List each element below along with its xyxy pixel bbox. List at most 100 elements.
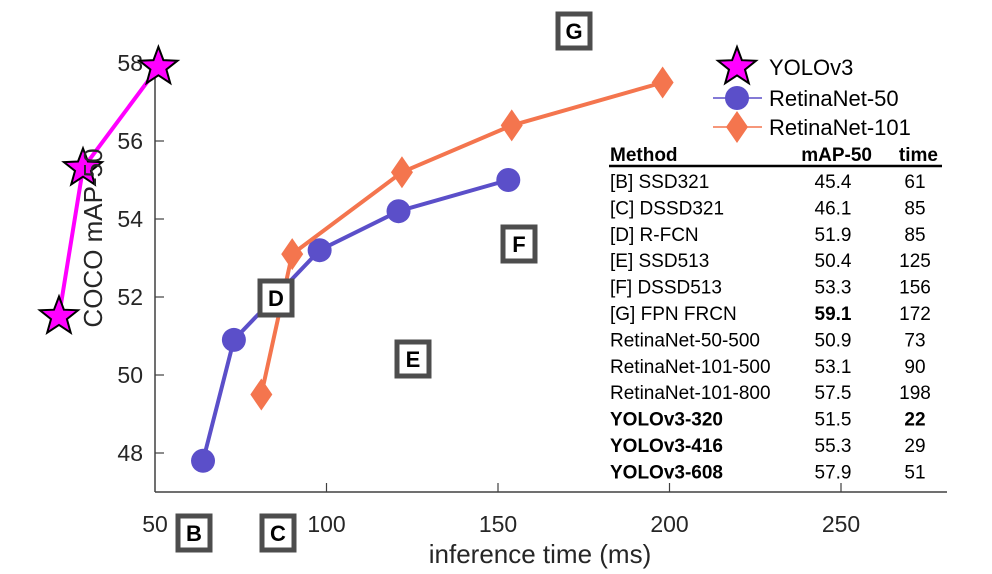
series-yolov3	[37, 44, 181, 336]
series-retinanet-50	[191, 168, 521, 473]
data-point-retinanet-101	[651, 66, 674, 99]
table-row: [C] DSSD321 46.1 85	[610, 198, 926, 219]
table-header-method: Method	[610, 145, 678, 166]
table-header-time: time	[899, 145, 938, 166]
table-row: [F] DSSD513 53.3 156	[610, 278, 931, 299]
data-point-retinanet-50	[307, 238, 332, 263]
table-row: YOLOv3-416 55.3 29	[610, 436, 926, 457]
table-cell-time: 73	[904, 330, 925, 351]
table-row: YOLOv3-608 57.9 51	[610, 462, 926, 483]
results-table: Method mAP-50 time [B] SSD321 45.4 61 [C] DSSD…	[609, 145, 942, 483]
annotation-box-label: F	[512, 232, 525, 257]
table-cell-time: 125	[899, 251, 931, 272]
y-tick-label: 48	[117, 440, 143, 466]
annotation-box-c: C	[259, 513, 297, 553]
table-cell-method: [B] SSD321	[610, 172, 709, 193]
table-cell-method: RetinaNet-101-500	[610, 357, 771, 378]
table-row: [E] SSD513 50.4 125	[610, 251, 931, 272]
annotation-box-label: D	[268, 286, 284, 311]
table-cell-time: 22	[904, 410, 925, 431]
table-cell-map: 46.1	[815, 198, 852, 219]
table-cell-map: 50.4	[815, 251, 852, 272]
table-cell-method: YOLOv3-608	[610, 462, 723, 483]
table-cell-map: 50.9	[815, 330, 852, 351]
legend-item-retinanet-101: RetinaNet-101	[713, 111, 911, 143]
x-tick-label: 150	[479, 511, 517, 537]
table-cell-map: 57.9	[815, 462, 852, 483]
annotation-box-label: B	[186, 521, 202, 546]
legend-label: RetinaNet-50	[769, 86, 899, 111]
table-row: [D] R-FCN 51.9 85	[610, 225, 926, 246]
table-cell-map: 51.9	[815, 225, 852, 246]
x-axis-title: inference time (ms)	[429, 539, 652, 569]
annotation-box-frame	[394, 339, 432, 379]
annotation-box-b: B	[175, 513, 213, 553]
table-cell-time: 51	[904, 462, 925, 483]
legend-marker-yolov3	[715, 44, 759, 86]
table-cell-map: 51.5	[815, 410, 852, 431]
series-line-retinanet-50	[201, 178, 509, 462]
y-tick-label: 54	[117, 206, 143, 232]
table-cell-map: 53.1	[815, 357, 852, 378]
table-cell-time: 172	[899, 304, 931, 325]
y-tick-label: 50	[117, 362, 143, 388]
table-row: RetinaNet-101-800 57.5 198	[610, 383, 931, 404]
legend-label: RetinaNet-101	[769, 115, 911, 140]
table-cell-time: 90	[904, 357, 925, 378]
annotation-box-label: E	[406, 347, 421, 372]
annotation-box-d: D	[257, 278, 295, 318]
table-header-map: mAP-50	[801, 145, 872, 166]
y-tick-label: 52	[117, 284, 143, 310]
table-cell-method: YOLOv3-416	[610, 436, 723, 457]
y-axis-title: COCO mAP-50	[78, 148, 108, 327]
table-cell-method: [D] R-FCN	[610, 225, 699, 246]
data-point-retinanet-50	[221, 327, 246, 352]
table-row: [B] SSD321 45.4 61	[610, 172, 926, 193]
table-cell-time: 29	[904, 436, 925, 457]
table-cell-method: [C] DSSD321	[610, 198, 724, 219]
data-point-retinanet-50	[386, 199, 411, 224]
y-tick-label: 56	[117, 128, 143, 154]
legend-marker-retinanet-50	[725, 86, 749, 110]
table-cell-time: 61	[904, 172, 925, 193]
y-tick-label: 58	[117, 50, 143, 76]
table-cell-time: 198	[899, 383, 931, 404]
table-cell-method: [F] DSSD513	[610, 278, 722, 299]
data-point-yolov3	[136, 44, 181, 86]
legend-item-retinanet-50: RetinaNet-50	[713, 86, 899, 111]
annotation-box-label: C	[270, 521, 286, 546]
x-tick-label: 200	[650, 511, 688, 537]
axes: 50 100 150 200 250 48 50 52 54 56 58	[117, 50, 947, 537]
table-cell-method: RetinaNet-101-800	[610, 383, 771, 404]
table-cell-map: 57.5	[815, 383, 852, 404]
annotation-box-frame	[175, 513, 213, 553]
table-cell-time: 85	[904, 225, 925, 246]
data-point-retinanet-101	[281, 238, 304, 271]
series-line-yolov3	[56, 65, 161, 317]
data-point-retinanet-101	[500, 109, 523, 142]
annotation-box-e: E	[394, 339, 432, 379]
table-cell-map: 55.3	[815, 436, 852, 457]
table-cell-method: RetinaNet-50-500	[610, 330, 760, 351]
data-point-retinanet-50	[496, 168, 521, 192]
table-row: RetinaNet-101-500 53.1 90	[610, 357, 926, 378]
table-cell-method: YOLOv3-320	[610, 410, 723, 431]
annotation-box-f: F	[500, 224, 538, 264]
annotation-box-g: G	[555, 11, 593, 51]
table-cell-method: [G] FPN FRCN	[610, 304, 737, 325]
data-point-retinanet-101	[390, 156, 413, 189]
table-cell-map: 45.4	[815, 172, 852, 193]
legend: YOLOv3 RetinaNet-50 RetinaNet-101	[713, 44, 911, 143]
table-cell-map: 53.3	[815, 278, 852, 299]
legend-label: YOLOv3	[769, 55, 853, 80]
table-row: YOLOv3-320 51.5 22	[610, 410, 926, 431]
data-point-retinanet-50	[191, 448, 216, 473]
annotation-box-frame	[555, 11, 593, 51]
table-cell-time: 85	[904, 198, 925, 219]
series-layer	[37, 44, 674, 473]
legend-marker-retinanet-101	[726, 111, 748, 143]
x-tick-label: 250	[822, 511, 860, 537]
annotation-box-frame	[500, 224, 538, 264]
annotation-box-frame	[259, 513, 297, 553]
